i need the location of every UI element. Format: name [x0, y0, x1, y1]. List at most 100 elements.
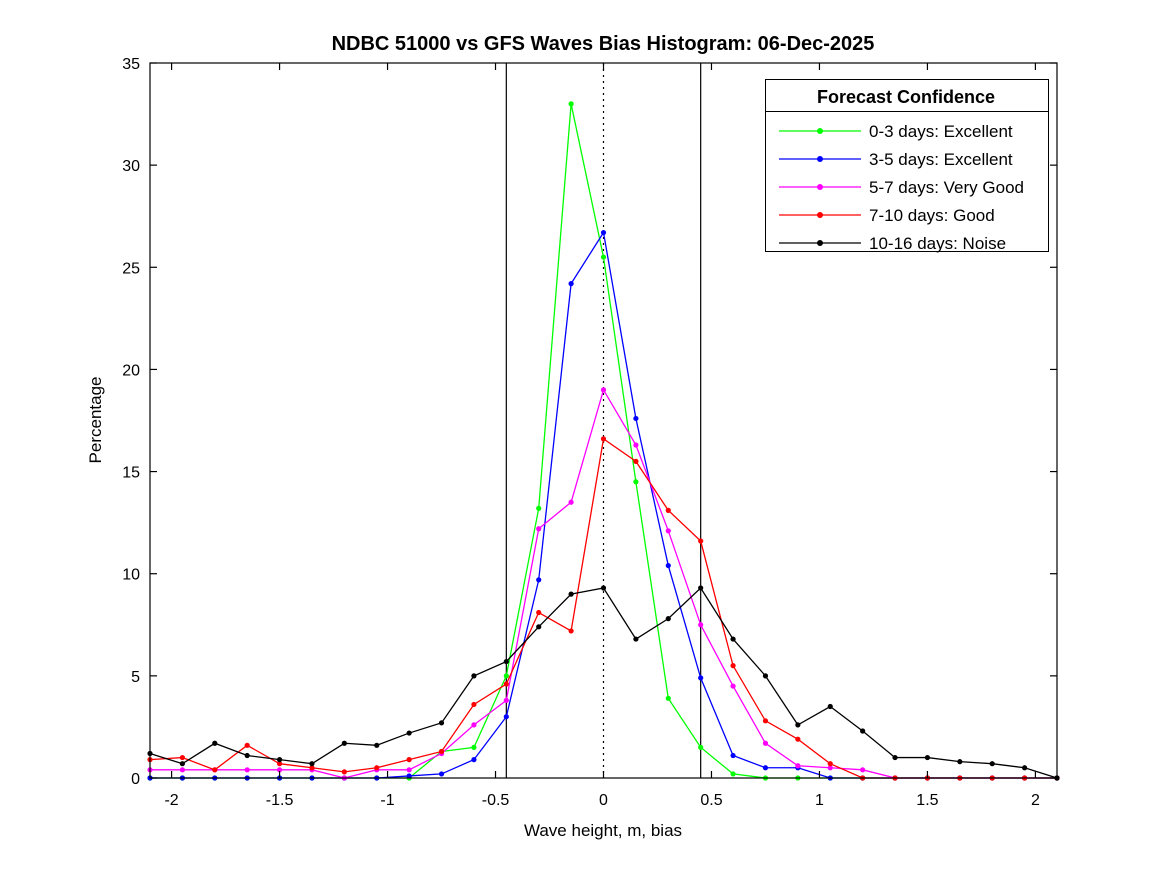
data-point-marker — [503, 714, 509, 720]
data-point-marker — [503, 697, 509, 703]
legend-entry-7-10-days: 7-10 days: Good — [779, 206, 995, 225]
data-point-marker — [698, 538, 704, 544]
series-line — [150, 230, 1057, 779]
data-point-marker — [276, 757, 283, 763]
y-tick-label: 5 — [131, 669, 140, 686]
data-point-marker — [503, 658, 509, 665]
series-10-16-days-noise — [147, 585, 1060, 781]
data-point-marker — [698, 622, 704, 628]
data-point-marker — [730, 683, 736, 689]
data-point-marker — [503, 673, 509, 679]
x-tick-label: 0 — [599, 792, 608, 809]
data-point-marker — [471, 757, 477, 763]
data-point-marker — [244, 752, 250, 759]
data-point-marker — [600, 229, 607, 236]
data-point-marker — [406, 773, 412, 779]
data-point-marker — [503, 681, 509, 687]
data-point-marker — [730, 663, 736, 669]
data-point-marker — [341, 769, 347, 775]
data-point-marker — [568, 628, 574, 634]
data-point-marker — [730, 752, 736, 759]
data-point-marker — [698, 675, 704, 681]
data-point-marker — [568, 101, 574, 107]
legend-entry-label: 3-5 days: Excellent — [869, 150, 1013, 169]
data-point-marker — [179, 761, 185, 767]
data-point-marker — [633, 442, 639, 448]
y-tick-label: 0 — [131, 771, 140, 788]
legend-entry-label: 7-10 days: Good — [869, 206, 995, 225]
x-axis-label: Wave height, m, bias — [524, 821, 682, 840]
data-point-marker — [179, 754, 185, 761]
data-point-marker — [309, 761, 315, 767]
legend-box — [765, 79, 1049, 252]
data-point-marker — [568, 591, 574, 597]
legend-marker-dot — [817, 240, 823, 246]
data-point-marker — [892, 754, 898, 761]
legend-entry-label: 5-7 days: Very Good — [869, 178, 1024, 197]
data-point-marker — [633, 636, 639, 642]
data-point-marker — [309, 765, 315, 771]
data-point-marker — [665, 616, 671, 622]
data-point-marker — [633, 458, 639, 464]
data-point-marker — [536, 609, 542, 616]
data-point-marker — [827, 761, 833, 767]
axes — [149, 62, 1058, 779]
data-point-marker — [730, 636, 736, 642]
data-point-marker — [568, 281, 574, 287]
data-point-marker — [795, 763, 801, 769]
legend-entry-label: 0-3 days: Excellent — [869, 122, 1013, 141]
legend-entry-10-16-days: 10-16 days: Noise — [779, 234, 1006, 253]
data-point-marker — [212, 740, 218, 746]
data-point-marker — [244, 767, 250, 773]
data-point-marker — [438, 748, 445, 755]
x-tick-label: -1.5 — [266, 792, 294, 809]
x-tick-label: 0.5 — [700, 792, 722, 809]
y-tick-label: 10 — [122, 567, 140, 584]
data-point-marker — [406, 730, 412, 736]
reference-lines — [505, 63, 702, 778]
x-tick-label: 1.5 — [916, 792, 938, 809]
legend-title: Forecast Confidence — [817, 87, 995, 107]
data-point-marker — [276, 767, 283, 773]
data-point-marker — [276, 761, 283, 767]
data-point-marker — [665, 507, 671, 513]
series-5-7-days-very-good — [147, 387, 1060, 781]
data-point-marker — [665, 695, 671, 701]
data-point-marker — [665, 528, 671, 534]
data-point-marker — [924, 754, 931, 761]
x-tick-label: -1 — [380, 792, 394, 809]
legend-marker-dot — [817, 156, 823, 162]
series-7-10-days-good — [147, 436, 1060, 781]
chart-title: NDBC 51000 vs GFS Waves Bias Histogram: … — [332, 33, 875, 55]
data-point-marker — [341, 740, 347, 746]
y-tick-label: 15 — [122, 465, 140, 482]
data-point-marker — [244, 742, 250, 748]
data-point-marker — [179, 767, 185, 773]
y-tick-label: 30 — [122, 158, 140, 175]
data-point-marker — [600, 585, 607, 591]
legend-marker-dot — [817, 212, 823, 218]
data-point-marker — [536, 526, 542, 532]
data-point-marker — [471, 744, 477, 750]
data-point-marker — [633, 479, 639, 485]
data-point-marker — [406, 767, 412, 773]
data-point-marker — [730, 771, 736, 777]
data-point-marker — [762, 740, 769, 746]
x-tick-label: -0.5 — [482, 792, 510, 809]
data-point-marker — [762, 765, 769, 771]
data-point-marker — [827, 703, 833, 710]
series-3-5-days-excellent — [147, 229, 1060, 781]
data-point-marker — [795, 736, 801, 742]
data-point-marker — [762, 718, 769, 724]
data-point-marker — [536, 624, 542, 630]
data-point-marker — [989, 761, 995, 767]
data-point-marker — [698, 744, 704, 750]
y-tick-label: 35 — [122, 56, 140, 73]
data-point-marker — [860, 767, 866, 773]
x-tick-label: 2 — [1031, 792, 1040, 809]
data-point-marker — [600, 387, 607, 393]
legend-marker-dot — [817, 128, 823, 134]
